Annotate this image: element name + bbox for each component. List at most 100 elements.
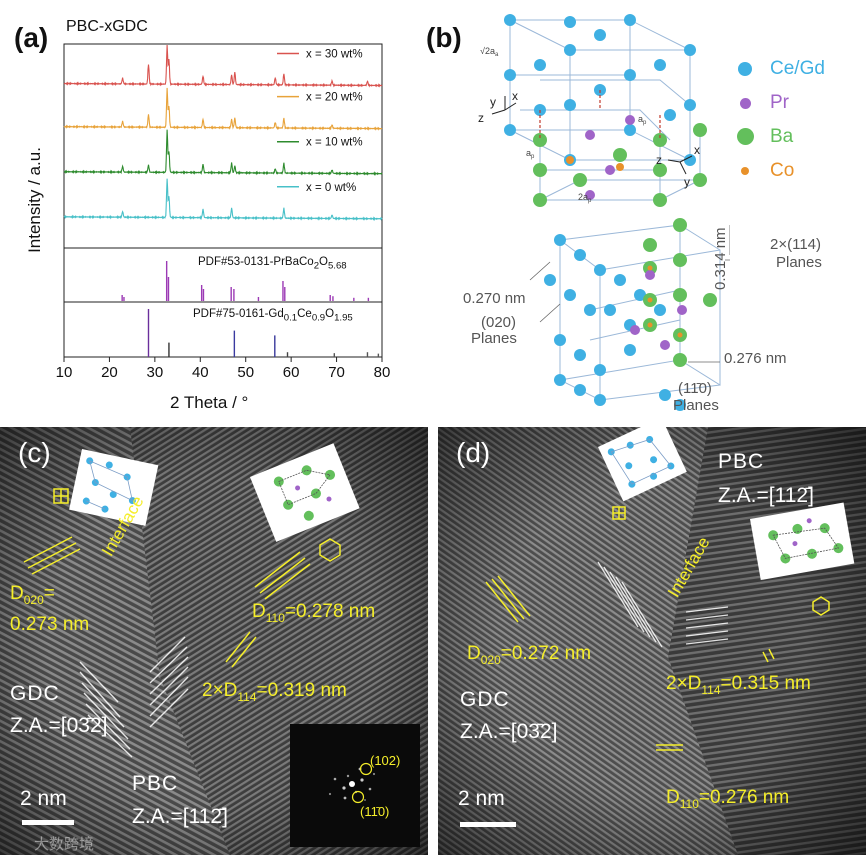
lattice-2ap: 2ap [578, 192, 592, 204]
d-d110-sub: 110 [679, 796, 699, 811]
xrd-frame [63, 43, 383, 358]
c-d114-sub: 114 [237, 689, 257, 704]
ref-pbc-label: PDF#53-0131-PrBaCo2O5.68 [198, 256, 347, 271]
ref-gdc-text: PDF#75-0161-Gd [193, 308, 284, 320]
lattice-ap-sub: p [531, 154, 535, 160]
d-d020: D020=0.272 nm [467, 643, 591, 667]
c-guide-lines [79, 636, 189, 758]
c-d114: 2×D114=0.319 nm [202, 680, 347, 704]
d-d114-sub: 114 [701, 682, 721, 697]
tem-image-d [438, 427, 866, 855]
watermark: 大数跨境 [34, 836, 95, 853]
d-d020-sub: 020 [480, 652, 501, 667]
lattice-a-text: √2a [480, 46, 495, 56]
xrd-xtick-label-6: 70 [328, 364, 345, 381]
legend-label-cegd: Ce/Gd [770, 58, 825, 79]
panel-d-label: (d) [456, 437, 491, 468]
panel-b-label: (b) [426, 22, 462, 53]
d110-value: 0.276 nm [724, 350, 787, 367]
legend-item-ba: Ba [737, 124, 864, 158]
lattice-a-sub: a [495, 52, 499, 58]
d-yellow-marks [485, 506, 830, 751]
lattice-2ap-sub: p [588, 198, 592, 204]
d-d110: D110=0.276 nm [666, 787, 789, 811]
legend-label-pr: Pr [770, 92, 789, 113]
legend-dot-co [741, 167, 749, 175]
axis-y2-label: y [684, 175, 690, 189]
planes-114-a: 2×(114) [770, 236, 822, 253]
xrd-xtick-label-7: 80 [374, 364, 391, 381]
xrd-xlabel: 2 Theta / ° [170, 393, 249, 412]
c-inset-gdc [69, 449, 159, 526]
xrd-series-0 [63, 44, 383, 88]
lattice-ap-text: a [526, 148, 531, 158]
panel-a-label: (a) [14, 22, 49, 53]
c-fft-102: (102) [370, 753, 401, 768]
ref-pbc-sub2: 5.68 [327, 260, 347, 272]
legend-label-ba: Ba [770, 126, 794, 147]
xrd-xtick-label-5: 60 [283, 364, 300, 381]
lattice-a: √2aa [480, 46, 499, 58]
lattice-ap: ap [526, 148, 535, 160]
c-pbc: PBC [132, 772, 179, 795]
xrd-xtick-label-1: 20 [101, 364, 118, 381]
d-d114-val: =0.315 nm [720, 673, 811, 694]
d-pbc: PBC [718, 450, 765, 473]
ref-gdc-sub1: 0.1 [283, 312, 298, 324]
c-inset-pbc [250, 443, 360, 542]
legend-label-co: Co [770, 160, 795, 181]
d114-value: 0.314 nm [712, 227, 729, 290]
d-d110-val: =0.276 nm [698, 787, 790, 808]
c-pbc-za: Z.A.=[112̄] [132, 805, 228, 828]
axis-z-label: z [478, 111, 484, 125]
ref-gdc-label: PDF#75-0161-Gd0.1Ce0.9O1.95 [193, 308, 353, 323]
axis-x-label: x [512, 89, 518, 103]
c-d110: D110=0.278 nm [252, 601, 375, 625]
xrd-legend-label-2: x = 10 wt% [306, 137, 363, 149]
upper-cell-atoms [504, 14, 707, 207]
planes-020-a: (020) [481, 314, 517, 331]
xrd-legend-label-0: x = 30 wt% [306, 49, 363, 61]
planes-110-b: Planes [673, 397, 719, 414]
ref-pbc-sub1: 2 [313, 260, 320, 272]
d-d114: 2×D114=0.315 nm [666, 673, 811, 697]
legend-item-pr: Pr [738, 90, 864, 124]
c-d110-val: =0.278 nm [284, 601, 376, 622]
planes-110-a: (11̄0) [678, 380, 712, 397]
axis-z2-label: z [656, 153, 662, 167]
d-scale-bar [460, 822, 516, 827]
c-gdc: GDC [10, 682, 60, 705]
c-d020-line1: D020= [10, 583, 55, 607]
legend-item-co: Co [738, 158, 864, 192]
c-scale-label: 2 nm [20, 787, 67, 810]
ref-gdc-sub2: 0.9 [311, 312, 326, 324]
d-scale-label: 2 nm [458, 787, 505, 810]
d-gdc-za: Z.A.=[03̄2] [460, 720, 558, 743]
d-guide-lines [597, 561, 729, 648]
crystal-structures: y x z x y z √2aa ap ap 2ap [478, 14, 730, 411]
xrd-series-2 [63, 129, 383, 176]
c-scale-bar [22, 820, 74, 825]
d-inset-gdc [598, 427, 687, 502]
c-d020-sub: 020 [23, 592, 44, 607]
c-d110-d: D [252, 601, 266, 622]
upper-cell-dashes [539, 90, 661, 140]
xrd-legend-label-3: x = 0 wt% [306, 182, 356, 194]
axes-upper-right [667, 155, 693, 175]
ref-gdc-mid: Ce [297, 308, 312, 320]
ref-pbc-text: PDF#53-0131-PrBaCo [198, 256, 314, 268]
lower-measure-lines [529, 225, 730, 363]
d-d020-val: =0.272 nm [500, 643, 592, 664]
c-d110-sub: 110 [265, 610, 285, 625]
axes-upper-left [491, 96, 517, 115]
xrd-series-1 [63, 87, 383, 131]
d-d114-d: 2×D [666, 673, 702, 694]
c-gdc-za: Z.A.=[03̄2] [10, 714, 108, 737]
d-d110-d: D [666, 787, 680, 808]
lower-cell-atoms [544, 218, 717, 411]
panel-c-label: (c) [18, 437, 51, 468]
xrd-xtick-label-4: 50 [237, 364, 254, 381]
atom-legend: Ce/Gd Pr Ba Co [737, 56, 864, 192]
legend-dot-pr [740, 98, 751, 109]
legend-dot-cegd [738, 62, 752, 76]
